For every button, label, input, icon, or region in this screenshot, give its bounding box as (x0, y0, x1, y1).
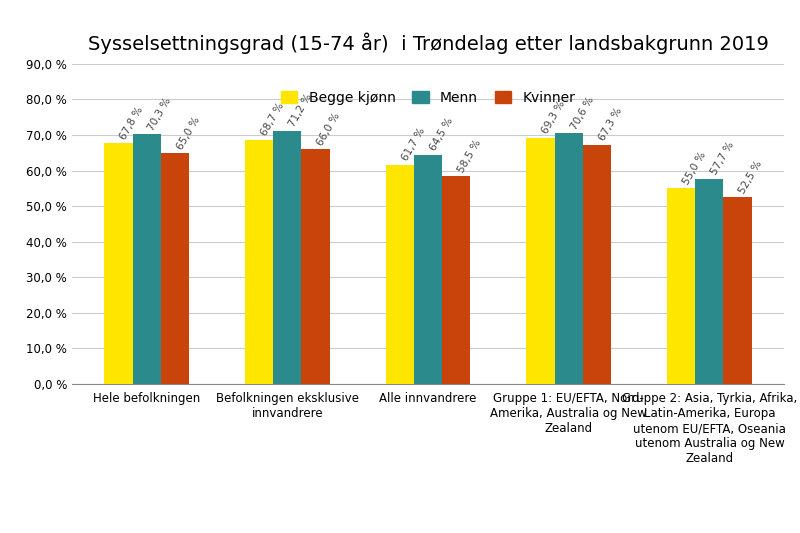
Bar (695, 179, 723, 384)
Bar (274, 131, 302, 384)
Text: 55,0 %: 55,0 % (682, 150, 708, 187)
Text: 67,3 %: 67,3 % (597, 107, 624, 143)
Text: 66,0 %: 66,0 % (315, 111, 342, 148)
Bar (302, 149, 330, 384)
Bar (723, 197, 752, 384)
Text: 57,7 %: 57,7 % (710, 141, 736, 177)
Text: 65,0 %: 65,0 % (174, 115, 202, 151)
Text: 68,7 %: 68,7 % (259, 101, 286, 138)
Text: 70,6 %: 70,6 % (569, 95, 595, 131)
Bar (667, 188, 695, 384)
Text: 71,2 %: 71,2 % (287, 93, 314, 129)
Text: 52,5 %: 52,5 % (738, 159, 765, 196)
Title: Sysselsettningsgrad (15-74 år)  i Trøndelag etter landsbakgrunn 2019: Sysselsettningsgrad (15-74 år) i Trøndel… (87, 33, 769, 54)
Bar (526, 138, 554, 384)
Text: 64,5 %: 64,5 % (428, 116, 455, 153)
Bar (161, 153, 189, 384)
Text: 67,8 %: 67,8 % (118, 104, 146, 141)
Text: 69,3 %: 69,3 % (541, 99, 567, 136)
Text: 58,5 %: 58,5 % (456, 138, 483, 174)
Bar (104, 143, 133, 384)
Text: 70,3 %: 70,3 % (146, 96, 174, 132)
Bar (582, 144, 611, 384)
Bar (245, 140, 274, 384)
Legend: Begge kjønn, Menn, Kvinner: Begge kjønn, Menn, Kvinner (275, 85, 581, 110)
Bar (133, 134, 161, 384)
Bar (414, 155, 442, 384)
Bar (442, 176, 470, 384)
Bar (386, 165, 414, 384)
Text: 61,7 %: 61,7 % (400, 126, 426, 163)
Bar (554, 133, 582, 384)
